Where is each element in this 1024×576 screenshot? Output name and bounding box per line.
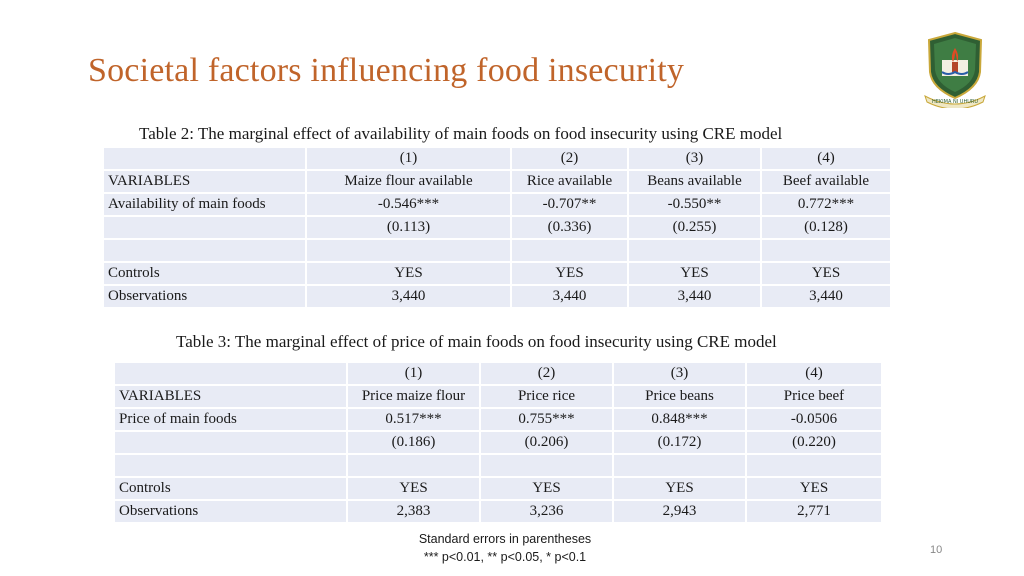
observations-cell: 3,236 bbox=[479, 499, 614, 524]
std-error-cell: (0.113) bbox=[305, 215, 512, 240]
std-error-cell: (0.255) bbox=[627, 215, 762, 240]
table-row-headers: VARIABLES Maize flour available Rice ava… bbox=[102, 169, 892, 194]
table-cell bbox=[113, 361, 348, 386]
coefficient-cell: -0.0506 bbox=[745, 407, 883, 432]
col-number: (4) bbox=[760, 146, 892, 171]
table2-availability: (1) (2) (3) (4) VARIABLES Maize flour av… bbox=[102, 146, 892, 309]
table-cell bbox=[745, 453, 883, 478]
col-header: Price rice bbox=[479, 384, 614, 409]
col-header: Maize flour available bbox=[305, 169, 512, 194]
table-cell bbox=[305, 238, 512, 263]
controls-cell: YES bbox=[612, 476, 747, 501]
observations-cell: 3,440 bbox=[510, 284, 629, 309]
observations-label: Observations bbox=[113, 499, 348, 524]
coefficient-cell: 0.517*** bbox=[346, 407, 481, 432]
controls-cell: YES bbox=[760, 261, 892, 286]
table3-caption: Table 3: The marginal effect of price of… bbox=[176, 332, 777, 351]
controls-label: Controls bbox=[113, 476, 348, 501]
table-row-col-numbers: (1) (2) (3) (4) bbox=[102, 146, 892, 171]
std-error-cell: (0.186) bbox=[346, 430, 481, 455]
table-row-std-errors: (0.113) (0.336) (0.255) (0.128) bbox=[102, 215, 892, 240]
std-error-cell: (0.172) bbox=[612, 430, 747, 455]
table-cell bbox=[113, 430, 348, 455]
col-number: (2) bbox=[510, 146, 629, 171]
row-label: Price of main foods bbox=[113, 407, 348, 432]
variables-label: VARIABLES bbox=[102, 169, 307, 194]
table-row-observations: Observations 3,440 3,440 3,440 3,440 bbox=[102, 284, 892, 309]
observations-cell: 2,771 bbox=[745, 499, 883, 524]
observations-cell: 2,383 bbox=[346, 499, 481, 524]
std-error-cell: (0.206) bbox=[479, 430, 614, 455]
col-number: (3) bbox=[612, 361, 747, 386]
svg-text:HEKIMA NI UHURU: HEKIMA NI UHURU bbox=[932, 99, 978, 105]
col-header: Beans available bbox=[627, 169, 762, 194]
controls-cell: YES bbox=[510, 261, 629, 286]
coefficient-cell: 0.755*** bbox=[479, 407, 614, 432]
coefficient-cell: -0.546*** bbox=[305, 192, 512, 217]
coefficient-cell: -0.550** bbox=[627, 192, 762, 217]
table-cell bbox=[760, 238, 892, 263]
std-error-cell: (0.220) bbox=[745, 430, 883, 455]
table-cell bbox=[510, 238, 629, 263]
page-title: Societal factors influencing food insecu… bbox=[88, 52, 685, 89]
table-cell bbox=[113, 453, 348, 478]
col-number: (4) bbox=[745, 361, 883, 386]
std-error-cell: (0.128) bbox=[760, 215, 892, 240]
table-row-col-numbers: (1) (2) (3) (4) bbox=[113, 361, 883, 386]
col-number: (2) bbox=[479, 361, 614, 386]
table-cell bbox=[102, 238, 307, 263]
std-error-cell: (0.336) bbox=[510, 215, 629, 240]
controls-cell: YES bbox=[745, 476, 883, 501]
page-number: 10 bbox=[930, 544, 943, 556]
observations-cell: 3,440 bbox=[760, 284, 892, 309]
table-row-blank bbox=[113, 453, 883, 478]
table-notes: Standard errors in parentheses *** p<0.0… bbox=[400, 530, 610, 566]
col-header: Price beans bbox=[612, 384, 747, 409]
observations-label: Observations bbox=[102, 284, 307, 309]
observations-cell: 3,440 bbox=[627, 284, 762, 309]
table-row-coefficients: Price of main foods 0.517*** 0.755*** 0.… bbox=[113, 407, 883, 432]
university-logo: HEKIMA NI UHURU bbox=[924, 31, 986, 108]
table-cell bbox=[102, 215, 307, 240]
col-number: (3) bbox=[627, 146, 762, 171]
observations-cell: 3,440 bbox=[305, 284, 512, 309]
coefficient-cell: 0.772*** bbox=[760, 192, 892, 217]
table-row-headers: VARIABLES Price maize flour Price rice P… bbox=[113, 384, 883, 409]
table-cell bbox=[479, 453, 614, 478]
table-cell bbox=[627, 238, 762, 263]
coefficient-cell: -0.707** bbox=[510, 192, 629, 217]
table-row-std-errors: (0.186) (0.206) (0.172) (0.220) bbox=[113, 430, 883, 455]
col-header: Rice available bbox=[510, 169, 629, 194]
notes-significance: *** p<0.01, ** p<0.05, * p<0.1 bbox=[423, 550, 587, 564]
table-cell bbox=[346, 453, 481, 478]
table-row-controls: Controls YES YES YES YES bbox=[102, 261, 892, 286]
col-number: (1) bbox=[346, 361, 481, 386]
table-row-blank bbox=[102, 238, 892, 263]
col-header: Price beef bbox=[745, 384, 883, 409]
table-row-observations: Observations 2,383 3,236 2,943 2,771 bbox=[113, 499, 883, 524]
table-row-coefficients: Availability of main foods -0.546*** -0.… bbox=[102, 192, 892, 217]
notes-std-errors: Standard errors in parentheses bbox=[418, 532, 592, 546]
controls-label: Controls bbox=[102, 261, 307, 286]
table-cell bbox=[612, 453, 747, 478]
controls-cell: YES bbox=[479, 476, 614, 501]
table-cell bbox=[102, 146, 307, 171]
col-header: Price maize flour bbox=[346, 384, 481, 409]
coefficient-cell: 0.848*** bbox=[612, 407, 747, 432]
observations-cell: 2,943 bbox=[612, 499, 747, 524]
variables-label: VARIABLES bbox=[113, 384, 348, 409]
controls-cell: YES bbox=[305, 261, 512, 286]
table-row-controls: Controls YES YES YES YES bbox=[113, 476, 883, 501]
controls-cell: YES bbox=[627, 261, 762, 286]
table3-price: (1) (2) (3) (4) VARIABLES Price maize fl… bbox=[113, 361, 883, 524]
controls-cell: YES bbox=[346, 476, 481, 501]
col-header: Beef available bbox=[760, 169, 892, 194]
col-number: (1) bbox=[305, 146, 512, 171]
row-label: Availability of main foods bbox=[102, 192, 307, 217]
table2-caption: Table 2: The marginal effect of availabi… bbox=[139, 124, 783, 143]
